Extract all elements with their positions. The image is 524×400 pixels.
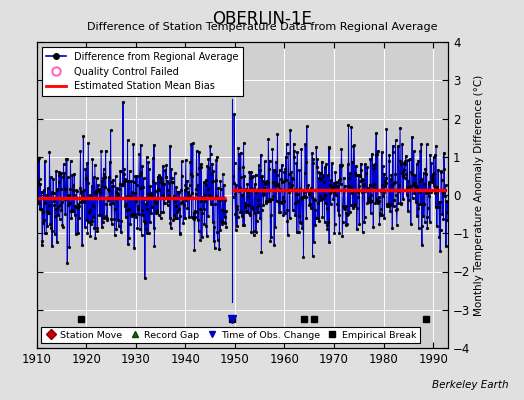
Text: OBERLIN-1E: OBERLIN-1E	[212, 10, 312, 28]
Legend: Station Move, Record Gap, Time of Obs. Change, Empirical Break: Station Move, Record Gap, Time of Obs. C…	[41, 327, 420, 343]
Text: Difference of Station Temperature Data from Regional Average: Difference of Station Temperature Data f…	[87, 22, 437, 32]
Text: Berkeley Earth: Berkeley Earth	[432, 380, 508, 390]
Y-axis label: Monthly Temperature Anomaly Difference (°C): Monthly Temperature Anomaly Difference (…	[474, 74, 484, 316]
